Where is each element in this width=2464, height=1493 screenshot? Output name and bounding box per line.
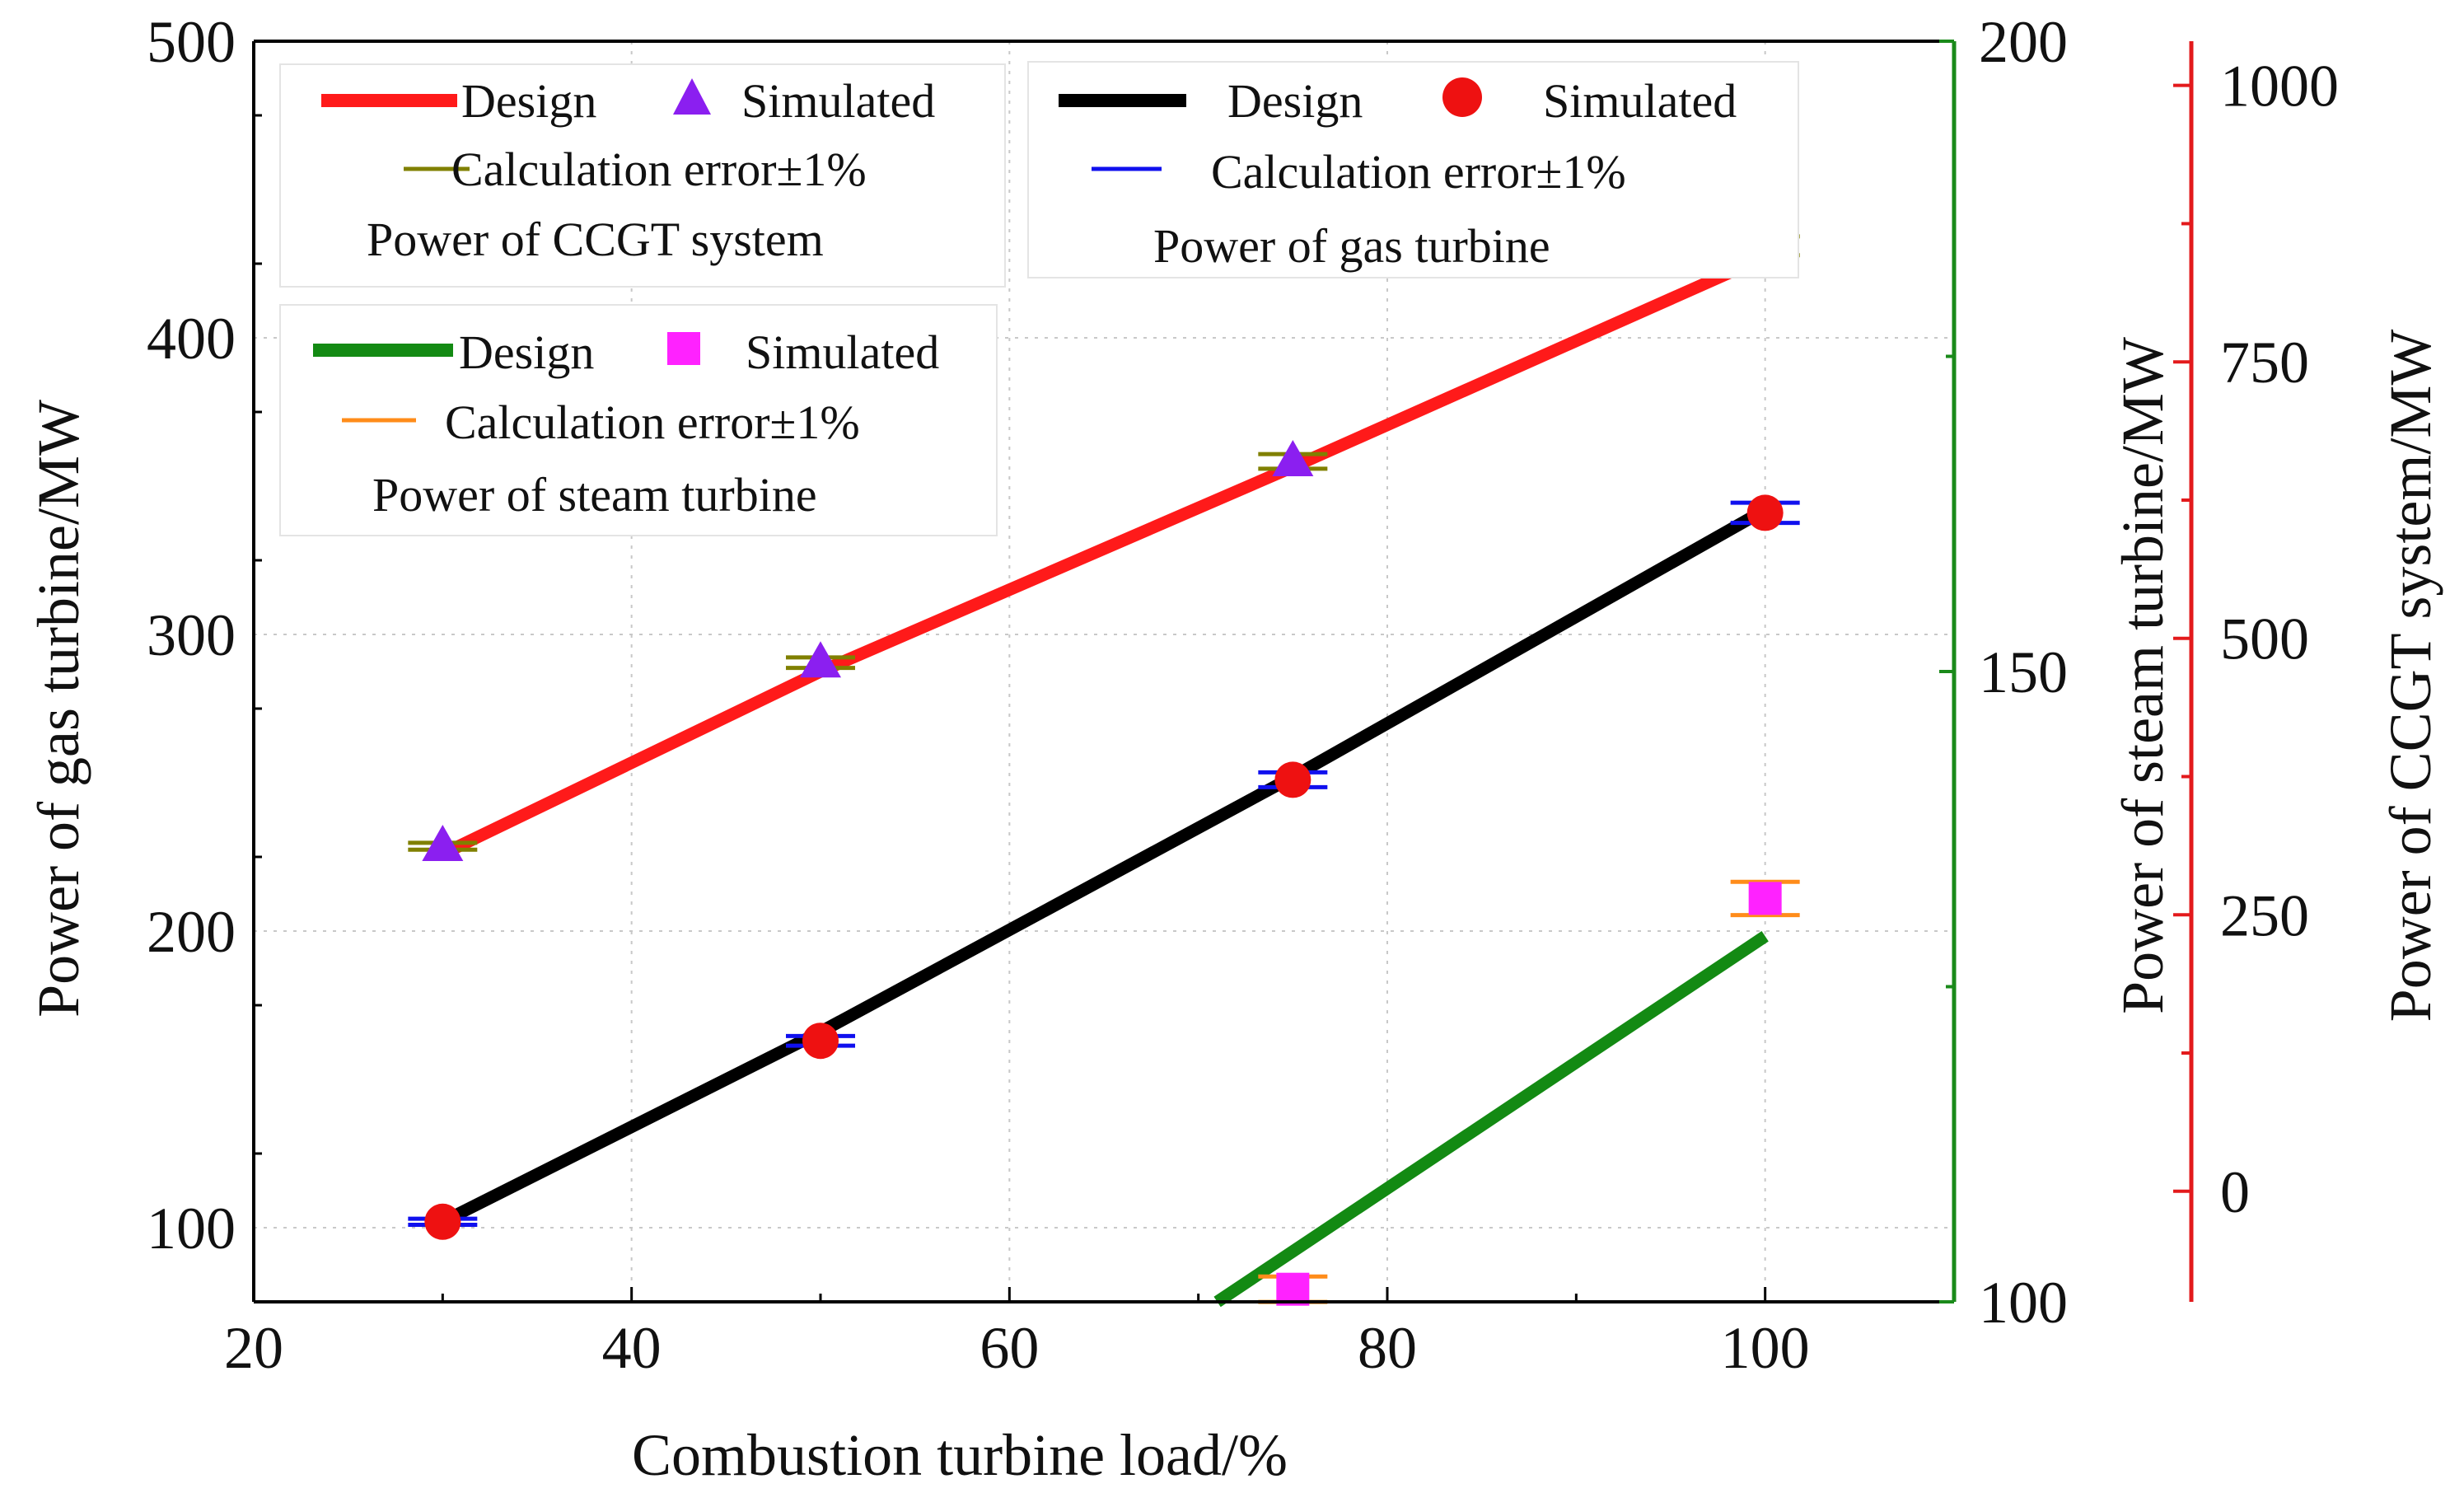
legend-gas-design-label: Design [1227, 74, 1363, 128]
legend-gas-error-label: Calculation error±1% [1211, 145, 1626, 199]
ccgt-system-simulated-point [800, 641, 841, 678]
x-tick-label: 40 [602, 1315, 662, 1381]
ccgt-tick-label: 500 [2220, 606, 2309, 672]
legend-steam-design-label: Design [459, 325, 594, 379]
axes-layer: 20 40 60 80 100 100 200 300 400 500 100 150 200 0 250 5… [147, 9, 2339, 1381]
legend-gas: Design Simulated Calculation error±1% Po… [1027, 61, 1799, 278]
gas-turbine-design-line [439, 504, 1769, 1228]
gas-turbine-simulated-point [802, 1023, 839, 1060]
legend-steam-caption: Power of steam turbine [372, 468, 817, 522]
legend-ccgt-simulated-label: Simulated [741, 74, 935, 128]
ccgt-tick-label: 1000 [2220, 54, 2339, 119]
left-tick-label: 400 [147, 306, 236, 372]
steam-axis-title: Power of steam turbine/MW [2110, 337, 2176, 1014]
legend-gas-simulated-label: Simulated [1543, 74, 1737, 128]
x-tick-label: 80 [1358, 1315, 1417, 1381]
left-tick-label: 200 [147, 899, 236, 965]
legend-steam-error-label: Calculation error±1% [445, 395, 860, 449]
legend-steam: Design Simulated Calculation error±1% Po… [279, 304, 998, 536]
left-tick-label: 300 [147, 602, 236, 668]
left-axis-title: Power of gas turbine/MW [26, 400, 91, 1018]
steam-turbine-design-line [1213, 931, 1769, 1308]
legend-gas-caption: Power of gas turbine [1153, 219, 1550, 273]
gas-turbine-simulated-point [424, 1203, 461, 1240]
ccgt-system-design-line [440, 250, 1768, 860]
legend-ccgt-caption: Power of CCGT system [367, 213, 824, 266]
legend-ccgt-design-label: Design [461, 74, 596, 128]
legend-steam-simulated-label: Simulated [746, 325, 939, 379]
steam-tick-label: 100 [1979, 1270, 2068, 1336]
ccgt-tick-label: 250 [2220, 882, 2309, 948]
legend-ccgt-simulated-marker [673, 78, 711, 115]
legend-steam-simulated-marker [667, 332, 700, 365]
legend-ccgt: Design Simulated Calculation error±1% Po… [279, 63, 1006, 288]
steam-tick-label: 150 [1979, 639, 2068, 705]
left-tick-label: 100 [147, 1196, 236, 1261]
gas-turbine-simulated-point [1746, 494, 1784, 531]
ccgt-tick-label: 0 [2220, 1159, 2250, 1225]
ccgt-axis-title: Power of CCGT system/MW [2378, 330, 2443, 1023]
steam-turbine-simulated-point [1748, 882, 1782, 915]
x-tick-label: 60 [980, 1315, 1039, 1381]
ccgt-system-simulated-point [422, 825, 464, 862]
ccgt-system-simulated-point [1272, 440, 1314, 476]
legend-ccgt-error-label: Calculation error±1% [451, 143, 867, 196]
legend-gas-simulated-marker [1442, 77, 1482, 117]
x-tick-label: 100 [1721, 1315, 1810, 1381]
ccgt-tick-label: 750 [2220, 330, 2309, 395]
x-tick-label: 20 [224, 1315, 283, 1381]
gas-turbine-simulated-point [1274, 761, 1311, 798]
x-axis-title: Combustion turbine load/% [632, 1422, 1288, 1488]
steam-tick-label: 200 [1979, 9, 2068, 75]
left-tick-label: 500 [147, 9, 236, 75]
